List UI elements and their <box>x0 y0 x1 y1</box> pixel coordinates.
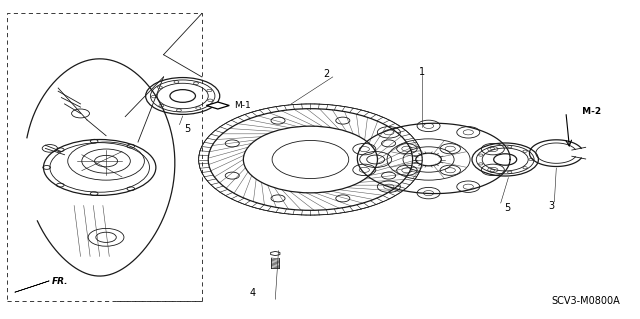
Text: FR.: FR. <box>52 277 68 286</box>
Text: 1: 1 <box>419 67 425 77</box>
Text: 5: 5 <box>185 124 191 134</box>
Polygon shape <box>206 102 229 109</box>
Text: M-1: M-1 <box>234 101 251 110</box>
Text: M-2: M-2 <box>579 108 601 116</box>
Text: 5: 5 <box>504 203 510 213</box>
Text: 4: 4 <box>250 288 256 298</box>
Polygon shape <box>15 281 49 292</box>
Text: 3: 3 <box>548 201 554 211</box>
Text: SCV3-M0800A: SCV3-M0800A <box>552 296 620 306</box>
Text: 2: 2 <box>323 69 330 79</box>
